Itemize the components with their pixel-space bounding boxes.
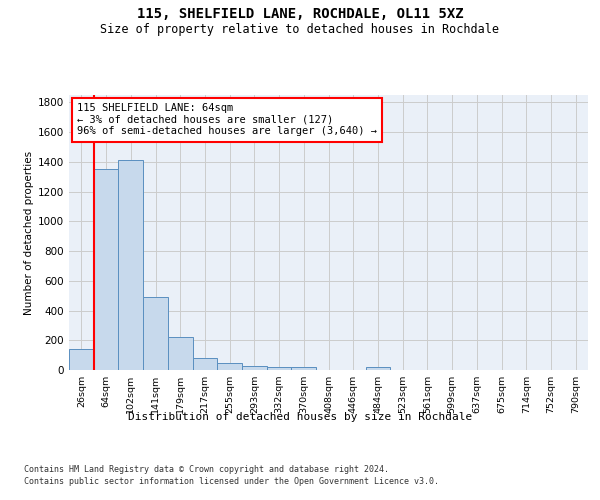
- Bar: [168, 336, 193, 370]
- Y-axis label: Number of detached properties: Number of detached properties: [24, 150, 34, 314]
- Bar: [118, 160, 143, 370]
- Bar: [267, 367, 292, 370]
- Text: Contains public sector information licensed under the Open Government Licence v3: Contains public sector information licen…: [24, 478, 439, 486]
- Bar: [69, 349, 94, 370]
- Bar: [193, 358, 217, 370]
- Bar: [143, 297, 168, 370]
- Bar: [365, 367, 390, 370]
- Text: Size of property relative to detached houses in Rochdale: Size of property relative to detached ho…: [101, 22, 499, 36]
- Bar: [217, 364, 242, 370]
- Bar: [242, 366, 267, 370]
- Bar: [292, 367, 316, 370]
- Text: 115, SHELFIELD LANE, ROCHDALE, OL11 5XZ: 115, SHELFIELD LANE, ROCHDALE, OL11 5XZ: [137, 8, 463, 22]
- Text: 115 SHELFIELD LANE: 64sqm
← 3% of detached houses are smaller (127)
96% of semi-: 115 SHELFIELD LANE: 64sqm ← 3% of detach…: [77, 104, 377, 136]
- Text: Distribution of detached houses by size in Rochdale: Distribution of detached houses by size …: [128, 412, 472, 422]
- Text: Contains HM Land Registry data © Crown copyright and database right 2024.: Contains HM Land Registry data © Crown c…: [24, 465, 389, 474]
- Bar: [94, 168, 118, 370]
